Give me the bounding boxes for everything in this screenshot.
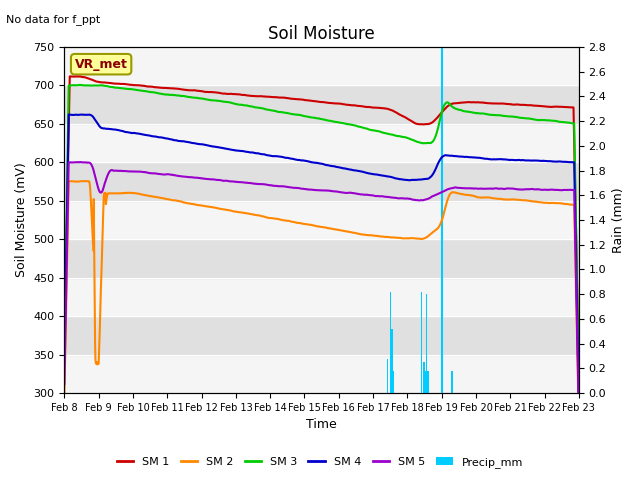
X-axis label: Time: Time: [307, 419, 337, 432]
Legend: SM 1, SM 2, SM 3, SM 4, SM 5, Precip_mm: SM 1, SM 2, SM 3, SM 4, SM 5, Precip_mm: [112, 452, 528, 472]
Y-axis label: Rain (mm): Rain (mm): [612, 187, 625, 253]
Bar: [65, 47, 579, 85]
Bar: [393, 371, 394, 393]
Title: Soil Moisture: Soil Moisture: [268, 24, 375, 43]
Text: VR_met: VR_met: [75, 58, 127, 71]
Bar: [65, 316, 579, 355]
Bar: [65, 162, 579, 201]
Bar: [387, 359, 388, 393]
Bar: [428, 371, 429, 393]
Y-axis label: Soil Moisture (mV): Soil Moisture (mV): [15, 163, 28, 277]
Bar: [65, 124, 579, 162]
Bar: [65, 278, 579, 316]
Bar: [426, 294, 427, 393]
Bar: [65, 355, 579, 393]
Bar: [421, 292, 422, 393]
Text: No data for f_ppt: No data for f_ppt: [6, 14, 100, 25]
Bar: [423, 362, 424, 393]
Bar: [390, 292, 391, 393]
Bar: [65, 85, 579, 124]
Bar: [65, 201, 579, 239]
Bar: [391, 329, 392, 393]
Bar: [424, 371, 426, 393]
Bar: [451, 371, 453, 393]
Bar: [65, 239, 579, 278]
